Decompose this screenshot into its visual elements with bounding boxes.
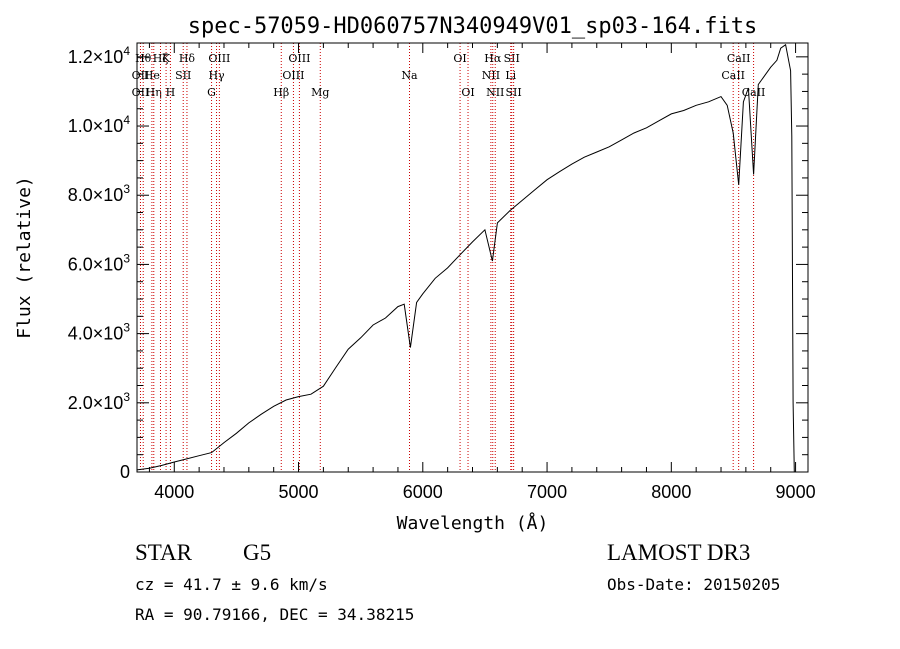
x-tick-label: 9000 <box>776 482 816 502</box>
y-tick-label: 6.0×103 <box>68 251 131 274</box>
coordinates-readout: RA = 90.79166, DEC = 34.38215 <box>135 605 415 624</box>
line-label: SII <box>506 86 522 99</box>
line-label: OIII <box>288 52 310 65</box>
line-label: He <box>144 69 160 82</box>
line-label: OI <box>453 52 466 65</box>
x-tick-label: 4000 <box>154 482 194 502</box>
line-label: SII <box>504 52 520 65</box>
y-tick-label: 8.0×103 <box>68 182 131 205</box>
line-label: Hβ <box>273 86 289 99</box>
object-subclass: G5 <box>243 540 272 565</box>
y-tick-label: 2.0×103 <box>68 390 131 413</box>
plot-frame <box>136 42 809 473</box>
redshift-readout: cz = 41.7 ± 9.6 km/s <box>135 575 328 594</box>
line-label: OIII <box>282 69 304 82</box>
line-label: NII <box>482 69 500 82</box>
chart-title: spec-57059-HD060757N340949V01_sp03-164.f… <box>188 14 758 39</box>
line-label: Hγ <box>208 69 225 82</box>
line-label: Hα <box>484 52 502 65</box>
spectrum-line <box>136 43 795 473</box>
obs-date: Obs-Date: 20150205 <box>607 575 781 594</box>
x-tick-label: 8000 <box>651 482 691 502</box>
y-axis-label: Flux (relative) <box>14 176 35 339</box>
line-label: Li <box>505 69 516 82</box>
line-label: Hδ <box>179 52 196 65</box>
line-label: Na <box>401 69 418 82</box>
x-tick-label: 7000 <box>527 482 567 502</box>
x-tick-label: 6000 <box>403 482 443 502</box>
spectrum-chart: spec-57059-HD060757N340949V01_sp03-164.f… <box>14 14 816 534</box>
y-tick-label: 1.0×104 <box>68 113 131 136</box>
line-label: CaII <box>727 52 751 65</box>
line-label: Hθ <box>135 52 152 65</box>
y-tick-label: 4.0×103 <box>68 321 131 344</box>
line-label: G <box>207 86 216 99</box>
object-class: STAR <box>135 540 192 565</box>
line-label: OIII <box>208 52 230 65</box>
line-label: Hζ <box>153 52 169 65</box>
line-label: K <box>162 52 171 65</box>
x-tick-label: 5000 <box>279 482 319 502</box>
line-label: SII <box>175 69 191 82</box>
x-axis-label: Wavelength (Å) <box>397 512 549 534</box>
line-label: H <box>166 86 176 99</box>
y-tick-label: 1.2×104 <box>68 44 131 67</box>
line-label: OII <box>132 86 150 99</box>
survey-label: LAMOST DR3 <box>607 540 751 565</box>
line-label: NII <box>486 86 504 99</box>
line-label: Hη <box>146 86 162 99</box>
line-label: OI <box>461 86 474 99</box>
line-label: Mg <box>311 86 329 99</box>
y-tick-label: 0 <box>120 462 130 482</box>
line-label: CaII <box>721 69 745 82</box>
line-label: OII <box>132 69 150 82</box>
